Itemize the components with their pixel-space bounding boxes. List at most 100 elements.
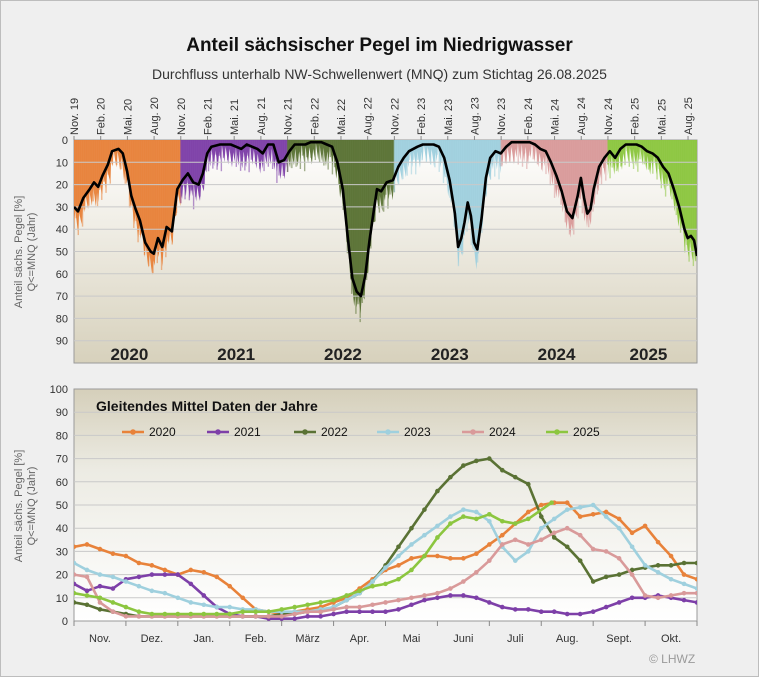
series-point-2024 xyxy=(629,572,635,577)
series-point-2020 xyxy=(500,532,505,538)
series-point-2021 xyxy=(84,588,90,594)
series-point-2020 xyxy=(538,502,544,508)
series-point-2023 xyxy=(175,595,181,601)
history-chart: 0 10 20 30 40 50 60 70 80 90 Nov. 19 Feb. 20 Mai. 20… xyxy=(13,97,698,364)
top-x-tick-label: Mai. 23 xyxy=(443,99,455,135)
bottom-y-axis-label: Q<=MNQ (Jahr) xyxy=(26,467,38,546)
year-area-2022 xyxy=(287,140,395,314)
top-y-tick-label: 10 xyxy=(56,157,68,169)
series-point-2021 xyxy=(616,600,622,605)
series-point-2025 xyxy=(448,521,453,526)
series-point-2020 xyxy=(409,556,414,561)
series-point-2021 xyxy=(188,581,194,587)
year-label: 2025 xyxy=(630,345,668,364)
series-point-2021 xyxy=(383,609,388,615)
series-point-2023 xyxy=(74,560,77,566)
bottom-x-tick-label: Aug. xyxy=(556,633,579,645)
legend-marker-2024 xyxy=(470,429,476,435)
bottom-x-tick-label: Nov. xyxy=(89,633,111,645)
series-point-2025 xyxy=(435,535,440,540)
series-point-2024 xyxy=(97,600,103,605)
series-point-2020 xyxy=(149,563,155,568)
bottom-y-tick-label: 20 xyxy=(56,570,68,582)
series-point-2020 xyxy=(396,563,401,568)
top-x-tick-label: Mai. 21 xyxy=(229,99,241,135)
bottom-x-tick-label: Juli xyxy=(507,633,524,645)
legend-marker-2025 xyxy=(554,429,560,435)
series-point-2021 xyxy=(305,614,310,619)
series-point-2025 xyxy=(549,500,554,505)
top-x-tick-label: Nov. 23 xyxy=(496,98,508,135)
series-point-2024 xyxy=(655,595,661,601)
bottom-y-tick-label: 60 xyxy=(56,477,68,489)
series-point-2023 xyxy=(590,502,596,508)
series-point-2024 xyxy=(538,537,544,543)
top-x-tick-label: Aug. 20 xyxy=(149,97,161,135)
series-point-2022 xyxy=(409,525,414,531)
year-label: 2024 xyxy=(538,345,576,364)
series-point-2022 xyxy=(616,572,622,577)
series-point-2025 xyxy=(214,611,220,617)
series-point-2024 xyxy=(370,602,375,608)
top-y-axis-label: Q<=MNQ (Jahr) xyxy=(26,213,38,292)
series-point-2024 xyxy=(448,586,453,591)
series-point-2023 xyxy=(201,602,207,608)
series-point-2022 xyxy=(435,488,440,494)
top-y-axis-label: Anteil sächs. Pegel [%] xyxy=(13,196,25,309)
series-point-2022 xyxy=(487,456,492,461)
series-point-2023 xyxy=(642,563,648,568)
bottom-y-tick-label: 30 xyxy=(56,546,68,558)
series-point-2022 xyxy=(422,507,427,512)
series-point-2021 xyxy=(512,607,518,612)
series-point-2020 xyxy=(227,583,233,589)
series-point-2025 xyxy=(201,611,207,617)
bottom-y-tick-label: 50 xyxy=(56,500,68,512)
series-point-2024 xyxy=(318,609,323,615)
series-point-2022 xyxy=(551,535,557,540)
series-point-2023 xyxy=(227,604,233,610)
series-point-2023 xyxy=(668,576,674,582)
rolling-mean-title: Gleitendes Mittel Daten der Jahre xyxy=(96,398,318,414)
series-point-2024 xyxy=(525,542,531,547)
year-label: 2022 xyxy=(324,345,362,364)
series-point-2021 xyxy=(564,611,570,617)
top-x-tick-label: Feb. 20 xyxy=(96,98,108,135)
series-point-2020 xyxy=(97,546,103,552)
series-point-2020 xyxy=(136,560,142,566)
series-point-2020 xyxy=(435,553,440,559)
series-point-2021 xyxy=(681,597,687,603)
chart-title: Anteil sächsischer Pegel im Niedrigwasse… xyxy=(186,35,573,56)
series-point-2025 xyxy=(383,581,388,587)
series-point-2024 xyxy=(136,614,142,619)
bottom-x-tick-label: Jan. xyxy=(193,633,214,645)
series-point-2022 xyxy=(74,600,77,605)
series-point-2023 xyxy=(188,600,194,605)
series-point-2024 xyxy=(435,590,440,596)
series-point-2024 xyxy=(551,530,557,536)
legend-label-2021: 2021 xyxy=(234,425,261,439)
series-point-2023 xyxy=(538,525,544,531)
top-x-tick-label: Nov. 24 xyxy=(603,98,615,135)
series-point-2020 xyxy=(616,516,622,522)
rolling-mean-chart: 0 10 20 30 40 50 60 70 80 90 100 Nov. Dez. Jan. Feb. Mä… xyxy=(13,384,698,645)
series-point-2024 xyxy=(84,574,90,580)
series-point-2020 xyxy=(487,542,492,547)
year-label: 2021 xyxy=(217,345,255,364)
series-point-2025 xyxy=(461,514,466,519)
series-point-2025 xyxy=(525,516,531,522)
series-point-2025 xyxy=(396,576,401,582)
series-point-2021 xyxy=(396,607,401,612)
series-point-2023 xyxy=(383,565,388,570)
series-point-2020 xyxy=(201,569,207,575)
series-point-2023 xyxy=(214,604,220,610)
history-line xyxy=(74,140,697,298)
series-point-2025 xyxy=(512,521,518,526)
series-point-2024 xyxy=(253,614,259,619)
series-point-2020 xyxy=(681,572,687,577)
bottom-x-tick-label: Mai xyxy=(403,633,421,645)
series-point-2025 xyxy=(123,604,129,610)
top-y-tick-label: 30 xyxy=(56,202,68,214)
legend-label-2024: 2024 xyxy=(489,425,516,439)
series-point-2021 xyxy=(538,609,544,615)
